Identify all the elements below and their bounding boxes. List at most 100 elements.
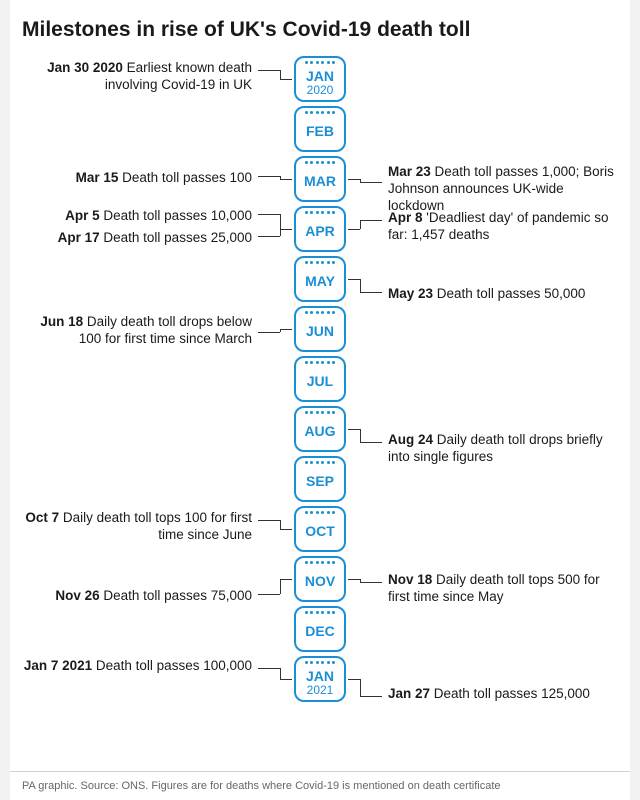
connector-line <box>258 332 280 333</box>
event-text: Death toll passes 125,000 <box>434 686 590 701</box>
event-date: Mar 23 <box>388 164 435 179</box>
event-date: Mar 15 <box>76 170 123 185</box>
milestone-event: Nov 26 Death toll passes 75,000 <box>17 588 252 605</box>
connector-line <box>360 442 382 443</box>
month-abbr: FEB <box>306 124 334 138</box>
event-date: Jun 18 <box>40 314 87 329</box>
connector-line <box>360 292 382 293</box>
milestone-event: Apr 5 Death toll passes 10,000 <box>17 208 252 225</box>
milestone-event: Mar 23 Death toll passes 1,000; Boris Jo… <box>388 164 623 215</box>
footer-divider <box>10 771 630 772</box>
month-year: 2021 <box>307 684 334 696</box>
month-abbr: JAN <box>306 669 334 683</box>
month-box: JAN2021 <box>294 656 346 702</box>
month-abbr: MAY <box>305 274 335 288</box>
connector-line <box>360 679 361 696</box>
month-abbr: MAR <box>304 174 336 188</box>
milestone-event: Nov 18 Daily death toll tops 500 for fir… <box>388 572 623 606</box>
connector-line <box>258 176 280 177</box>
milestone-event: Aug 24 Daily death toll drops briefly in… <box>388 432 623 466</box>
connector-line <box>360 582 382 583</box>
connector-line <box>280 179 292 180</box>
month-abbr: JAN <box>306 69 334 83</box>
connector-line <box>348 229 360 230</box>
event-text: Death toll passes 25,000 <box>103 230 252 245</box>
event-date: Apr 8 <box>388 210 426 225</box>
month-box: APR <box>294 206 346 252</box>
event-date: Nov 18 <box>388 572 436 587</box>
month-abbr: OCT <box>305 524 335 538</box>
milestone-event: Apr 8 'Deadliest day' of pandemic so far… <box>388 210 623 244</box>
milestone-event: Jan 27 Death toll passes 125,000 <box>388 686 623 703</box>
month-box: DEC <box>294 606 346 652</box>
connector-line <box>258 70 280 71</box>
timeline: JAN2020FEBMARAPRMAYJUNJULAUGSEPOCTNOVDEC… <box>22 56 618 756</box>
connector-line <box>280 70 281 79</box>
connector-line <box>280 679 292 680</box>
month-abbr: JUL <box>307 374 333 388</box>
milestone-event: Apr 17 Death toll passes 25,000 <box>17 230 252 247</box>
event-date: Oct 7 <box>25 510 63 525</box>
connector-line <box>280 176 281 179</box>
connector-line <box>258 668 280 669</box>
milestone-event: Jan 30 2020 Earliest known death involvi… <box>17 60 252 94</box>
month-box: FEB <box>294 106 346 152</box>
month-abbr: JUN <box>306 324 334 338</box>
connector-line <box>348 679 360 680</box>
month-abbr: SEP <box>306 474 334 488</box>
month-abbr: NOV <box>305 574 335 588</box>
milestone-event: Oct 7 Daily death toll tops 100 for firs… <box>17 510 252 544</box>
connector-line <box>360 220 382 221</box>
event-text: Death toll passes 10,000 <box>103 208 252 223</box>
month-column: JAN2020FEBMARAPRMAYJUNJULAUGSEPOCTNOVDEC… <box>292 56 348 706</box>
event-date: Apr 17 <box>58 230 104 245</box>
connector-line <box>360 429 361 442</box>
connector-line <box>280 329 281 332</box>
page-title: Milestones in rise of UK's Covid-19 deat… <box>22 18 618 42</box>
connector-line <box>280 579 281 594</box>
connector-line <box>348 179 360 180</box>
connector-line <box>280 329 292 330</box>
event-text: Death toll passes 75,000 <box>103 588 252 603</box>
milestone-event: Jun 18 Daily death toll drops below 100 … <box>17 314 252 348</box>
event-date: May 23 <box>388 286 437 301</box>
month-abbr: APR <box>305 224 335 238</box>
connector-line <box>280 579 292 580</box>
month-box: MAY <box>294 256 346 302</box>
connector-line <box>360 182 382 183</box>
connector-line <box>258 236 280 237</box>
connector-line <box>258 214 280 215</box>
connector-line <box>360 220 361 229</box>
event-date: Nov 26 <box>55 588 103 603</box>
connector-line <box>280 668 281 679</box>
event-date: Jan 27 <box>388 686 434 701</box>
month-box: JUN <box>294 306 346 352</box>
month-box: JUL <box>294 356 346 402</box>
connector-line <box>280 529 292 530</box>
milestone-event: Mar 15 Death toll passes 100 <box>17 170 252 187</box>
connector-line <box>280 520 281 529</box>
month-abbr: DEC <box>305 624 335 638</box>
event-text: Death toll passes 50,000 <box>437 286 586 301</box>
event-text: Earliest known death involving Covid-19 … <box>105 60 252 92</box>
milestone-event: Jan 7 2021 Death toll passes 100,000 <box>17 658 252 675</box>
connector-line <box>258 594 280 595</box>
month-box: NOV <box>294 556 346 602</box>
event-text: Daily death toll drops below 100 for fir… <box>79 314 252 346</box>
footer-text: PA graphic. Source: ONS. Figures are for… <box>22 780 618 792</box>
connector-line <box>360 696 382 697</box>
month-box: OCT <box>294 506 346 552</box>
connector-line <box>258 520 280 521</box>
connector-line <box>280 79 292 80</box>
event-text: Daily death toll tops 100 for first time… <box>63 510 252 542</box>
connector-line <box>280 214 281 229</box>
month-box: JAN2020 <box>294 56 346 102</box>
milestone-event: May 23 Death toll passes 50,000 <box>388 286 623 303</box>
event-date: Jan 7 2021 <box>24 658 96 673</box>
connector-line <box>280 229 281 236</box>
month-box: MAR <box>294 156 346 202</box>
event-text: Death toll passes 100,000 <box>96 658 252 673</box>
event-date: Jan 30 2020 <box>47 60 127 75</box>
infographic-container: Milestones in rise of UK's Covid-19 deat… <box>10 0 630 800</box>
connector-line <box>360 279 361 292</box>
